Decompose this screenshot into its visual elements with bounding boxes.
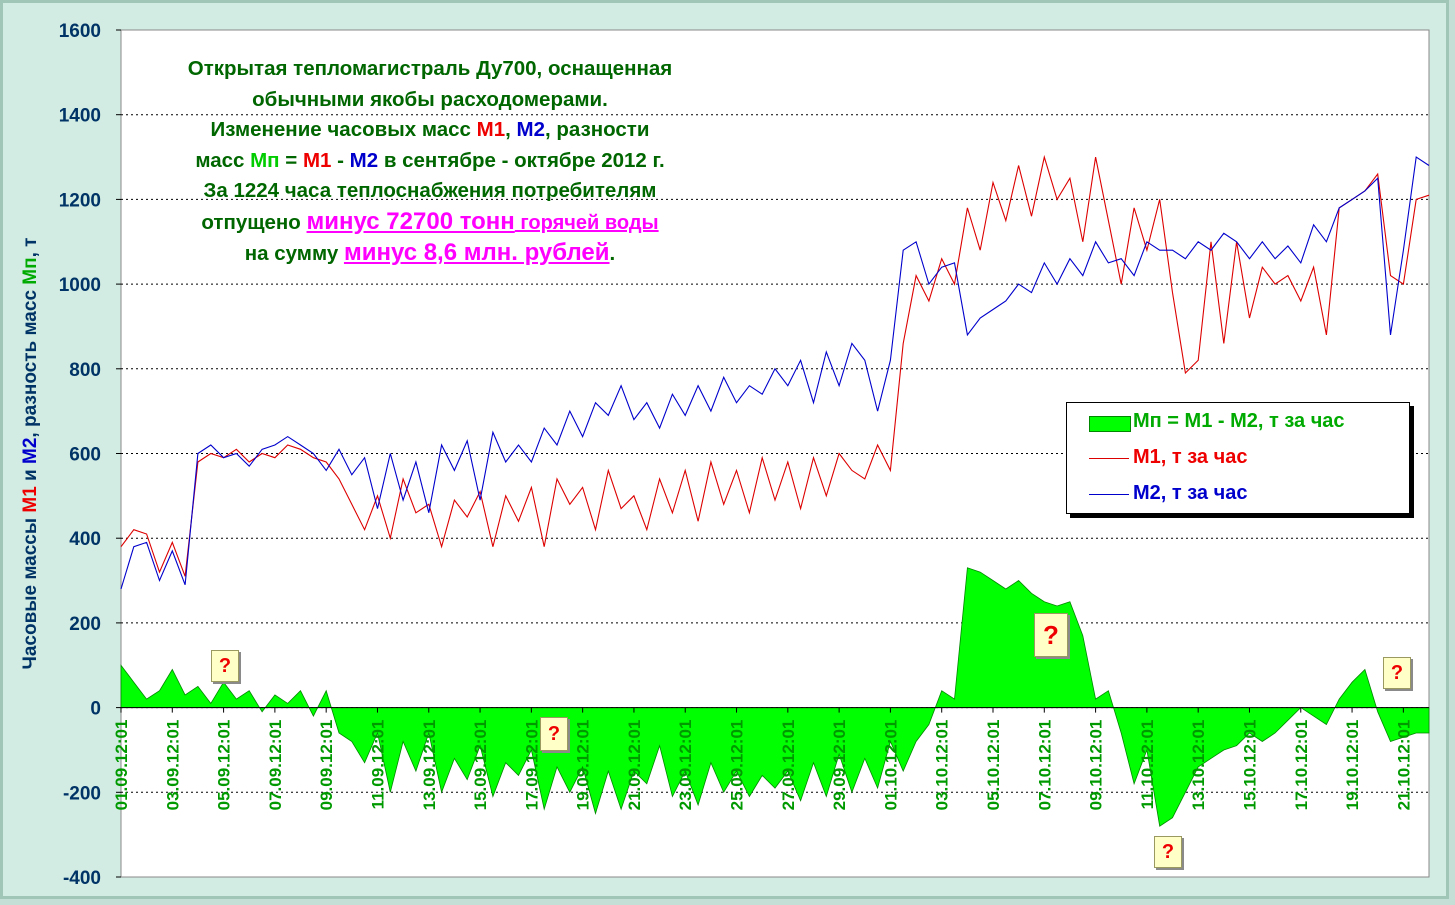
y-axis-label-part: Мп	[20, 257, 41, 284]
title-text: -	[331, 148, 350, 172]
x-tick-label: 13.10.12:01	[1189, 720, 1208, 811]
y-tick-label: 400	[69, 529, 101, 550]
y-axis-label-part: , т	[20, 238, 41, 258]
x-tick-label: 25.09.12:01	[728, 720, 747, 811]
series-m2-line	[120, 156, 1430, 590]
y-tick-label: 1200	[59, 190, 101, 211]
title-line-1: Открытая тепломагистраль Ду700, оснащенн…	[187, 57, 673, 80]
title-line-3: Изменение часовых масс М1, М2, разности	[130, 115, 730, 146]
title-line-7: на сумму минус 8,6 млн. рублей.	[130, 238, 730, 270]
x-tick-label: 17.10.12:01	[1292, 720, 1311, 811]
y-axis-ticks: -400 -200 0 200 400 600 800 1000 1200 1400 1600	[59, 21, 121, 889]
x-tick-label: 17.09.12:01	[522, 720, 541, 811]
y-tick-label: 200	[69, 614, 101, 635]
title-m1: М1	[302, 148, 332, 172]
y-tick-label: 600	[69, 445, 101, 466]
x-tick-label: 15.09.12:01	[471, 720, 490, 811]
x-tick-label: 07.10.12:01	[1035, 720, 1054, 811]
x-tick-label: 07.09.12:01	[266, 720, 285, 811]
x-tick-label: 11.10.12:01	[1138, 720, 1157, 810]
title-m1: М1	[476, 118, 506, 141]
x-tick-label: 09.09.12:01	[317, 720, 336, 811]
x-axis-ticks: 01.09.12:01 03.09.12:01 05.09.12:01 07.09.1…	[112, 707, 1413, 811]
question-marker: ?	[211, 650, 239, 682]
x-tick-label: 15.10.12:01	[1240, 720, 1259, 811]
legend-line-m2	[1089, 494, 1129, 495]
y-tick-label: 0	[90, 699, 101, 720]
legend-label-mp: Мп = М1 - М2, т за час	[1133, 410, 1345, 432]
legend-item-m1: М1, т за час	[1067, 443, 1409, 473]
x-tick-label: 03.10.12:01	[933, 720, 952, 811]
x-tick-label: 21.09.12:01	[625, 720, 644, 811]
title-text: на сумму	[244, 242, 344, 265]
x-tick-label: 01.09.12:01	[112, 720, 131, 811]
question-marker: ?	[1154, 836, 1182, 868]
chart-title: Открытая тепломагистраль Ду700, оснащенн…	[130, 54, 730, 270]
title-text: в сентябре - октябре 2012 г.	[378, 148, 665, 172]
title-line-2: обычными якобы расходомерами.	[252, 87, 608, 111]
y-tick-label: 1400	[59, 106, 101, 127]
x-tick-label: 05.09.12:01	[215, 720, 234, 811]
legend-line-m1	[1089, 458, 1129, 459]
y-tick-label: 800	[69, 360, 101, 381]
y-axis-label-part: М1	[20, 486, 41, 513]
title-text: масс	[195, 148, 251, 172]
series-mp-area	[120, 567, 1430, 827]
x-tick-label: 13.09.12:01	[420, 720, 439, 811]
y-axis-label-part: и	[20, 464, 41, 486]
legend: Мп = М1 - М2, т за час М1, т за час М2, …	[1066, 402, 1410, 514]
y-tick-label: 1000	[59, 275, 101, 296]
y-axis-label-part: Часовые массы	[20, 513, 41, 670]
title-highlight: минус 8,6 млн. рублей	[343, 239, 610, 266]
y-axis-label-part: , разность масс	[20, 285, 41, 438]
x-tick-label: 19.10.12:01	[1343, 720, 1362, 811]
title-text: =	[279, 148, 303, 172]
title-m2: М2	[349, 148, 379, 172]
title-line-4: масс Мп = М1 - М2 в сентябре - октябре 2…	[130, 146, 730, 177]
x-tick-label: 27.09.12:01	[779, 720, 798, 811]
x-tick-label: 01.10.12:01	[881, 720, 900, 811]
title-text: .	[609, 242, 616, 265]
series-group	[120, 154, 1430, 827]
x-tick-label: 21.10.12:01	[1394, 720, 1413, 811]
x-tick-label: 23.09.12:01	[676, 720, 695, 811]
y-tick-label: -400	[63, 868, 101, 889]
y-tick-label: 1600	[59, 21, 101, 42]
y-tick-label: -200	[63, 783, 101, 804]
y-axis-label: Часовые массы М1 и М2, разность масс Мп,…	[20, 238, 41, 670]
legend-swatch-mp	[1089, 416, 1131, 432]
x-tick-label: 03.09.12:01	[163, 720, 182, 811]
x-tick-label: 19.09.12:01	[574, 720, 593, 811]
y-axis-label-part: М2	[20, 438, 41, 464]
series-m1-line	[120, 154, 1430, 577]
title-text: ,	[505, 118, 517, 141]
x-tick-label: 29.09.12:01	[830, 720, 849, 811]
title-line-5: За 1224 часа теплоснабжения потребителям	[203, 179, 657, 202]
title-highlight: минус 72700 тонн	[306, 207, 515, 235]
title-line-6: отпущено минус 72700 тонн горячей воды	[130, 207, 730, 239]
legend-item-mp: Мп = М1 - М2, т за час	[1067, 407, 1409, 437]
title-text: отпущено	[201, 210, 307, 234]
question-marker: ?	[1034, 613, 1068, 657]
legend-item-m2: М2, т за час	[1067, 479, 1409, 509]
title-text: Изменение часовых масс	[210, 118, 477, 141]
x-tick-label: 11.09.12:01	[368, 720, 387, 810]
title-text: , разности	[545, 118, 650, 141]
x-tick-label: 09.10.12:01	[1087, 720, 1106, 811]
x-tick-label: 05.10.12:01	[984, 720, 1003, 811]
question-marker: ?	[1383, 657, 1411, 689]
title-m2: М2	[516, 118, 545, 141]
legend-label-m1: М1, т за час	[1133, 446, 1248, 468]
title-mp: Мп	[250, 148, 280, 172]
title-highlight: горячей воды	[514, 211, 659, 234]
question-marker: ?	[540, 717, 568, 751]
legend-label-m2: М2, т за час	[1133, 482, 1248, 504]
